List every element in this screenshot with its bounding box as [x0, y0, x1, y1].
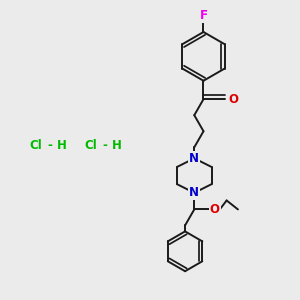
Text: F: F — [200, 9, 208, 22]
Text: Cl: Cl — [84, 139, 97, 152]
Text: Cl: Cl — [29, 139, 42, 152]
Text: - H: - H — [47, 139, 66, 152]
Text: N: N — [189, 186, 199, 199]
Text: - H: - H — [103, 139, 122, 152]
Text: O: O — [210, 203, 220, 216]
Text: O: O — [228, 93, 238, 106]
Text: N: N — [189, 152, 199, 165]
